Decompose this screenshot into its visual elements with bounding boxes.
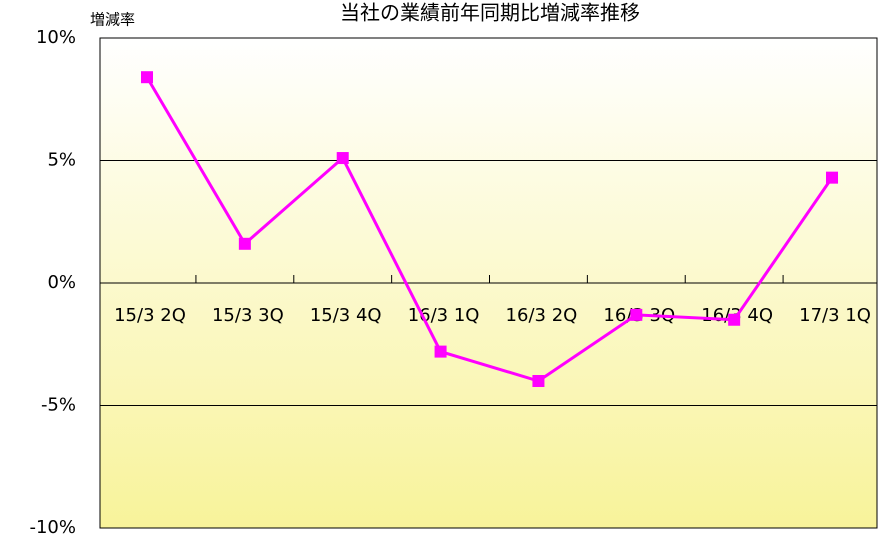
marker (238, 237, 251, 250)
marker (630, 308, 643, 321)
y-tick-label: 5% (47, 150, 76, 171)
chart-title: 当社の業績前年同期比増減率推移 (340, 1, 640, 25)
marker (141, 71, 153, 84)
y-tick-label: 0% (47, 272, 76, 293)
y-tick-label: -10% (29, 517, 76, 536)
marker (336, 152, 349, 165)
x-tick-label: 15/3 3Q (212, 305, 284, 326)
y-tick-label: -5% (41, 395, 76, 416)
marker (434, 345, 447, 358)
y-axis-label: 増減率 (90, 11, 135, 29)
y-tick-label: 10% (36, 27, 76, 48)
marker (532, 375, 545, 387)
x-tick-label: 16/3 2Q (506, 305, 578, 326)
x-tick-label: 15/3 4Q (310, 305, 382, 326)
x-tick-label: 15/3 2Q (114, 305, 186, 326)
marker (728, 313, 741, 326)
x-tick-label: 17/3 1Q (799, 305, 871, 326)
series-line (145, 76, 834, 383)
marker (826, 171, 839, 184)
